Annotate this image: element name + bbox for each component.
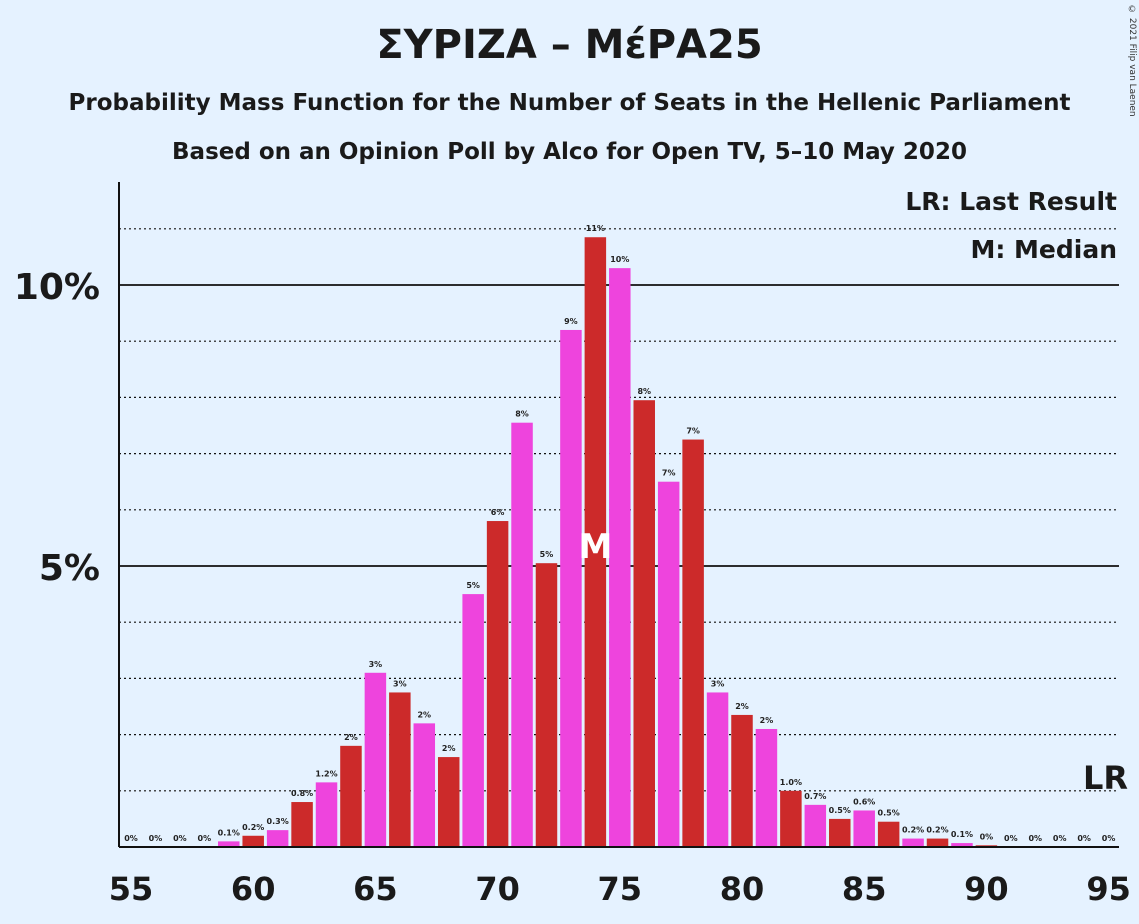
data-label: 1.2% [315,769,337,778]
bar [462,594,484,847]
x-tick-label: 95 [1086,870,1131,908]
bar [364,672,387,847]
data-label: 0% [1102,834,1116,843]
data-label: 7% [662,469,676,478]
bar [853,810,875,847]
copyright-note: © 2021 Filip van Laenen [1127,5,1137,117]
data-label: 0% [980,832,994,841]
bar [682,439,704,847]
legend-entry: LR: Last Result [905,187,1117,216]
x-tick-label: 55 [109,870,154,908]
bar [951,843,973,847]
data-label: 3% [369,660,383,669]
bar [609,268,631,847]
bar [706,692,729,847]
bar [633,400,655,847]
bar [266,830,289,847]
bar [437,757,460,847]
x-tick-label: 60 [231,870,276,908]
data-label: 0% [124,834,138,843]
bar [340,745,362,847]
bar [389,692,411,847]
chart-title: ΣΥΡΙΖΑ – ΜέΡΑ25 [376,22,763,68]
bar [731,714,753,847]
chart-source: Based on an Opinion Poll by Alco for Ope… [172,139,967,165]
bar [242,835,264,847]
data-label: 3% [711,679,725,688]
bar [877,821,900,847]
data-label: 7% [686,427,700,436]
last-result-marker: LR [1083,759,1128,797]
bar [829,818,851,847]
bar [218,841,240,847]
legend-entry: M: Median [970,235,1117,264]
data-label: 10% [610,255,629,264]
data-label: 3% [393,679,407,688]
y-tick-label: 10% [14,267,100,308]
data-label: 8% [515,410,529,419]
data-label: 2% [417,710,431,719]
data-label: 0% [198,834,212,843]
data-label: 0% [1028,834,1042,843]
bar [657,481,680,847]
x-tick-label: 80 [720,870,765,908]
bar [560,329,582,848]
data-label: 0.3% [267,817,289,826]
bar [486,521,509,847]
data-label: 0% [149,834,163,843]
data-label: 0% [1004,834,1018,843]
bar [511,422,533,847]
data-label: 0% [1077,834,1091,843]
bar [755,728,778,847]
x-tick-label: 65 [353,870,398,908]
data-label: 0.2% [242,823,264,832]
data-label: 0% [1053,834,1067,843]
data-label: 8% [637,387,651,396]
bar [413,723,436,847]
data-label: 2% [442,744,456,753]
bar [315,782,338,847]
data-label: 0.2% [926,826,948,835]
bar [780,790,802,847]
data-label: 0.2% [902,826,924,835]
bar [291,802,313,847]
median-marker: M [578,527,612,567]
chart-subtitle: Probability Mass Function for the Number… [68,90,1071,116]
data-label: 0.1% [951,830,973,839]
data-label: 0.5% [878,809,900,818]
bar [902,838,924,847]
data-label: 9% [564,317,578,326]
data-label: 0% [173,834,187,843]
data-label: 0.6% [853,797,875,806]
data-label: 5% [540,550,554,559]
bar [535,563,558,847]
bar [926,838,949,847]
x-tick-label: 90 [964,870,1009,908]
data-label: 0.1% [218,828,240,837]
data-label: 0.5% [829,806,851,815]
data-label: 2% [760,716,774,725]
x-tick-label: 85 [842,870,887,908]
x-tick-label: 70 [475,870,520,908]
bar [584,237,607,848]
x-tick-label: 75 [598,870,643,908]
y-tick-label: 5% [39,548,100,589]
data-label: 2% [344,733,358,742]
data-label: 11% [586,224,605,233]
bar [804,804,827,847]
data-label: 5% [466,581,480,590]
data-label: 1.0% [780,778,802,787]
data-label: 6% [491,508,505,517]
data-label: 2% [735,702,749,711]
data-label: 0.8% [291,789,313,798]
data-label: 0.7% [804,792,826,801]
